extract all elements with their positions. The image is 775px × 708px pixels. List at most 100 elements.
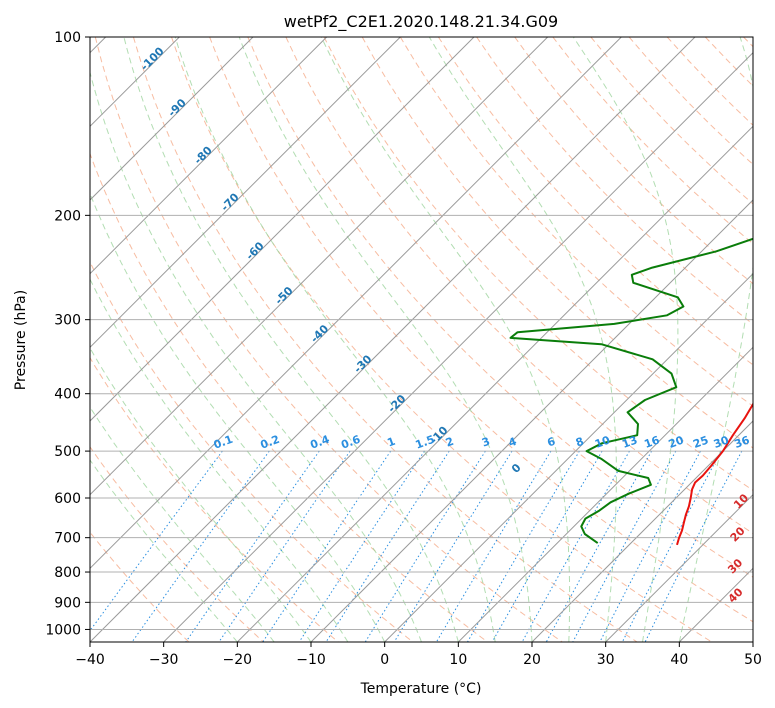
mixing-ratio-line (491, 450, 603, 642)
mixing-ratio-line (262, 450, 392, 642)
dry-adiabat-line (94, 37, 563, 642)
moist-adiabat-label: -40 (308, 322, 331, 345)
mixing-ratio-line (185, 450, 320, 642)
mixing-ratio-line (621, 450, 722, 642)
mixing-ratio-label: 0.1 (212, 433, 235, 452)
dry-adiabat-line (171, 37, 712, 642)
mixing-ratio-label: 20 (667, 433, 686, 451)
moist-adiabat-line (90, 192, 386, 642)
dry-adiabat-line (552, 37, 753, 245)
x-tick-label: 40 (670, 652, 688, 668)
x-tick-label: 30 (597, 652, 615, 668)
isotherm-line (90, 37, 254, 201)
isotherm-line (90, 37, 622, 570)
x-tick-label: −40 (75, 652, 105, 668)
dry-adiabat-line (132, 37, 638, 642)
mixing-ratio-line (521, 450, 630, 642)
y-tick-label: 300 (54, 313, 81, 329)
moist-adiabat-line (428, 37, 617, 642)
isotherm-line (163, 51, 753, 642)
mixing-ratio-line (435, 450, 552, 642)
x-tick-label: −20 (223, 652, 253, 668)
mixing-ratio-label: 0.6 (339, 433, 362, 452)
y-tick-label: 400 (54, 387, 81, 403)
x-tick-label: 0 (380, 652, 389, 668)
mixing-ratio-line (364, 450, 486, 642)
mixing-ratio-label: 13 (620, 433, 639, 450)
moist-adiabat-line (123, 37, 459, 642)
mixing-ratio-label: 0.4 (309, 433, 332, 452)
moist-adiabat-label: -100 (138, 44, 167, 73)
dry-adiabat-line (666, 37, 753, 126)
x-tick-label: −10 (296, 652, 326, 668)
moist-adiabat-label: -80 (192, 144, 215, 167)
isotherm-line (752, 641, 753, 642)
dry-adiabat-line (209, 37, 753, 623)
moist-adiabat-line (90, 347, 312, 642)
plot-frame (89, 36, 754, 643)
y-axis: 100 200 300 400 500 600 700 800 900 1000 (45, 30, 90, 638)
mixing-ratio-label: 36 (733, 433, 752, 451)
x-axis-label: Temperature (°C) (360, 681, 482, 697)
y-tick-label: 800 (54, 565, 81, 581)
pressure-grid (90, 37, 753, 642)
dry-adiabat-line (743, 37, 753, 48)
moist-adiabat-line (572, 37, 679, 642)
moist-adiabat-line (238, 37, 533, 642)
mixing-ratio-line (131, 450, 270, 642)
x-tick-label: −30 (149, 652, 179, 668)
line-labels: -100-90-80-70-60-50-40-30-20-1000.1 0.2 0.… (138, 44, 752, 605)
dry-adiabat-label: 10 (731, 491, 751, 511)
moist-adiabat-line (90, 406, 275, 642)
mixing-ratio-label: 0.2 (259, 433, 282, 452)
moist-adiabat-label: -60 (243, 239, 266, 262)
y-tick-label: 1000 (45, 622, 81, 638)
dry-adiabat-line (590, 37, 753, 205)
dry-adiabat-line (90, 260, 414, 642)
mixing-ratio-line (218, 450, 351, 642)
isotherm-line (90, 37, 328, 275)
mixing-ratio-line (467, 450, 580, 642)
dry-adiabat-line (285, 37, 753, 535)
chart-title: wetPf2_C2E1.2020.148.21.34.G09 (284, 12, 558, 32)
moist-adiabat-line (174, 37, 496, 642)
moist-adiabat-line (90, 459, 238, 642)
dry-adiabat-line (90, 356, 339, 642)
y-tick-label: 500 (54, 444, 81, 460)
mixing-ratio-line (325, 450, 450, 642)
mixing-ratio-label: 2 (444, 435, 456, 450)
x-axis: −40 −30 −20 −10 0 10 20 30 40 50 (75, 642, 762, 668)
x-tick-label: 20 (523, 652, 541, 668)
mixing-ratio-line (545, 450, 653, 642)
mixing-ratio-label: 16 (642, 433, 661, 451)
y-tick-label: 100 (54, 30, 81, 46)
profile-series (509, 237, 753, 546)
isotherm-line (90, 37, 549, 496)
mixing-ratio-label: 25 (691, 433, 710, 450)
dry-adiabat-line (247, 37, 753, 578)
mixing-ratio-line (572, 450, 677, 642)
isotherm-line (605, 493, 753, 642)
dry-adiabat-line (704, 37, 753, 87)
mixing-ratio-label: 30 (712, 433, 731, 451)
y-tick-label: 900 (54, 595, 81, 611)
mixing-ratio-label: 6 (545, 435, 557, 450)
mixing-ratio-label: 10 (593, 433, 612, 451)
temperature-line (676, 402, 753, 546)
isotherm-line (90, 37, 475, 422)
isotherm-line (384, 272, 753, 642)
moist-adiabat-label: 0 (509, 461, 524, 476)
dewpoint-line (509, 237, 753, 544)
dry-adiabat-line (476, 37, 753, 325)
isotherm-line (457, 346, 753, 642)
moist-adiabat-line (320, 37, 571, 642)
moist-adiabat-label: -50 (272, 284, 295, 307)
y-axis-label: Pressure (hPa) (13, 290, 29, 390)
moist-adiabat-label: -90 (166, 96, 189, 119)
mixing-ratio-line (298, 450, 425, 642)
isotherm-line (678, 567, 753, 642)
dry-adiabat-line (90, 446, 264, 642)
y-tick-label: 700 (54, 531, 81, 547)
moist-adiabat-line (90, 70, 422, 642)
isotherm-line (310, 199, 753, 642)
